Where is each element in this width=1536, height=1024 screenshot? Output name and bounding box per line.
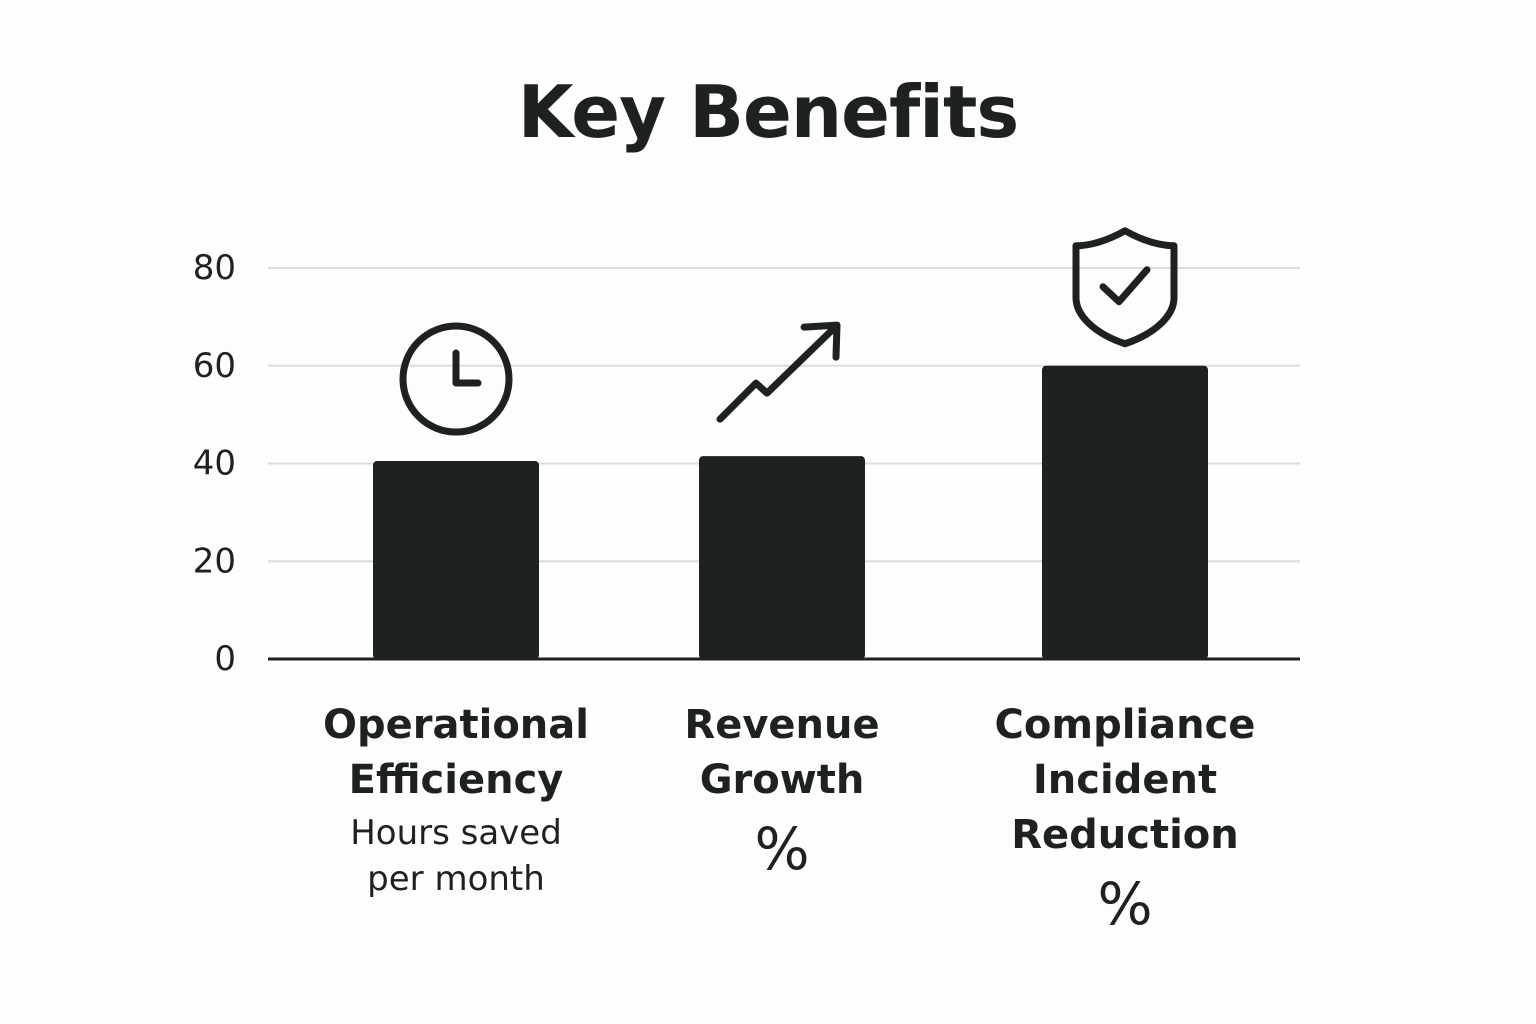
clock-hands [452,349,482,387]
y-tick-label: 0 [214,639,236,679]
category-label-group: Operational Efficiency Hours saved per m… [286,698,626,902]
category-name: Operational Efficiency [323,702,589,803]
shield-outline [1072,227,1178,348]
check-mark [1099,266,1151,306]
clock-icon [399,322,513,436]
category-unit: % [754,815,810,883]
category-unit: % [1097,870,1153,938]
trend-line [716,326,836,423]
bar [373,461,539,659]
y-axis-ticks: 0 20 40 60 80 [193,248,236,679]
category-name: Compliance Incident Reduction [994,702,1256,858]
y-tick-label: 20 [193,541,236,581]
arrow-head [800,321,841,361]
y-tick-label: 60 [193,346,236,386]
shield-check-icon [1072,227,1178,348]
y-tick-label: 80 [193,248,236,288]
bar [699,456,865,659]
bars [373,365,1208,659]
bar [1042,365,1208,659]
category-label-group: Compliance Incident Reduction % [955,698,1295,935]
clock-face [399,322,513,436]
trend-up-arrow-icon [716,321,841,423]
chart-title: Key Benefits [517,70,1019,154]
category-label-group: Revenue Growth % [612,698,952,880]
y-tick-label: 40 [193,444,236,484]
category-name: Revenue Growth [684,702,880,803]
bar-icons [399,227,1178,436]
category-unit: Hours saved per month [350,813,562,899]
